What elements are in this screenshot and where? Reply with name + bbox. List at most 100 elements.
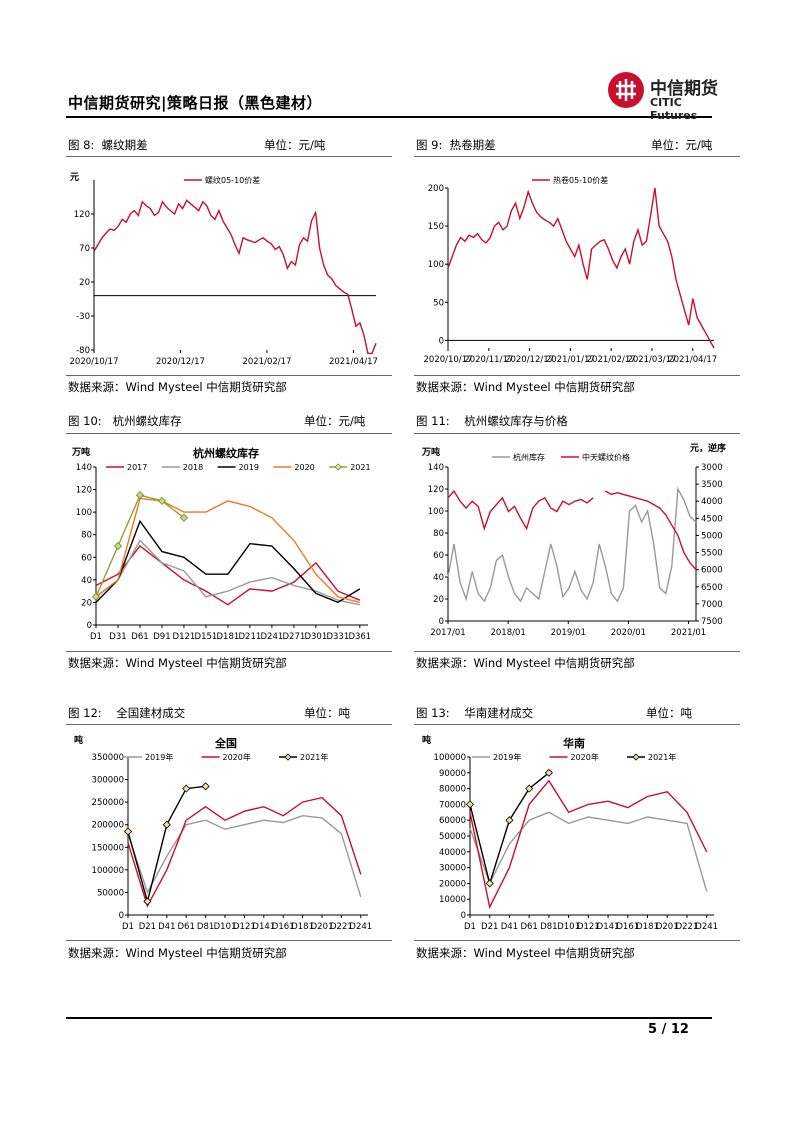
fig11-bottom-separator [414, 651, 740, 652]
fig12-label: 图 12: [68, 706, 102, 720]
series-marker-2021年 [182, 784, 191, 793]
fig11-title: 图 11: 杭州螺纹库存与价格 [416, 413, 568, 429]
x-tick-label: D221 [330, 922, 353, 932]
x-tick-label: 2019/01 [551, 628, 586, 638]
legend-label-2021年: 2021年 [648, 752, 676, 762]
fig9-unit: 单位：元/吨 [651, 138, 713, 152]
chart-south-china-transactions: 0 10000 20000 30000 40000 50000 60000 70000 8000… [422, 734, 718, 932]
y-tick-label: 250000 [92, 798, 124, 808]
fig10-unit: 单位：元/吨 [304, 414, 366, 428]
y-tick-label: 60 [81, 553, 92, 563]
y-tick-label: 50000 [97, 888, 124, 898]
y2-tick-label: 3500 [701, 480, 723, 490]
x-tick-label: D61 [178, 922, 195, 932]
legend-label-2019: 2019 [239, 463, 259, 472]
fig13-label: 图 13: [416, 706, 450, 720]
legend-label-2019年: 2019年 [493, 752, 521, 762]
series-line-螺纹05-10价差 [93, 199, 377, 355]
fig10-separator [66, 433, 392, 434]
fig9-bottom-separator [414, 375, 740, 376]
chart-hangzhou-rebar-inventory: 0 20 40 60 80 100 120 140 万吨 杭州螺纹库存 D1 D31 D61 D91 D12… [71, 446, 371, 642]
y-tick-label: 40 [433, 573, 444, 583]
fig9-separator [414, 156, 740, 157]
y-tick-label: 50000 [439, 832, 466, 842]
x-tick-label: D181 [636, 922, 659, 932]
x-tick-label: D81 [540, 922, 557, 932]
y2-tick-label: 4000 [701, 497, 723, 507]
x-tick-label: D331 [326, 632, 349, 642]
legend-label-2020: 2020 [294, 463, 314, 472]
x-tick-label: D181 [291, 922, 314, 932]
fig12-bottom-separator [66, 940, 392, 941]
chart-national-transactions: 0 50000 100000 150000 200000 250000 300000 3500… [74, 734, 372, 932]
x-tick-label: D301 [304, 632, 327, 642]
legend-label-中天螺纹价格: 中天螺纹价格 [582, 452, 630, 462]
x-tick-label: D31 [109, 632, 126, 642]
y-tick-label: 50 [433, 298, 444, 308]
legend-label-2021: 2021 [350, 463, 370, 472]
y-tick-label: 200000 [92, 821, 124, 831]
legend-label-2020年: 2020年 [223, 752, 251, 762]
x-tick-label: D211 [239, 632, 262, 642]
chart-title: 全国 [214, 736, 237, 750]
y2-tick-label: 6000 [701, 566, 723, 576]
x-tick-label: D141 [252, 922, 275, 932]
fig13-unit: 单位：吨 [646, 706, 692, 720]
y2-tick-label: 5500 [701, 549, 723, 559]
x-tick-label: D151 [195, 632, 218, 642]
fig13-separator [414, 724, 740, 725]
x-tick-label: D221 [676, 922, 699, 932]
fig10-source: 数据来源：Wind Mysteel 中信期货研究部 [68, 656, 287, 670]
y-tick-label: 40 [81, 576, 92, 586]
y-tick-label: 40000 [439, 848, 466, 858]
y-tick-label: 300000 [92, 776, 124, 786]
series-marker-2021年 [525, 784, 534, 793]
fig12-separator [66, 724, 392, 725]
x-tick-label: D61 [131, 632, 148, 642]
x-tick-label: D1 [122, 922, 134, 932]
series-line-2019年 [127, 814, 362, 898]
fig8-name: 螺纹期差 [101, 138, 148, 152]
logo-en-text: CITIC Futures [650, 96, 698, 122]
fig8-title: 图 8: 螺纹期差 [68, 137, 148, 153]
logo-cn-text: 中信期货 [650, 79, 718, 99]
x-tick-label: 2021/04/17 [668, 355, 717, 365]
fig8-bottom-separator [66, 375, 392, 376]
chart-title: 华南 [563, 736, 585, 750]
x-tick-label: 2021/01/17 [546, 355, 595, 365]
y-tick-label: 20 [79, 278, 90, 288]
page-number: 5 / 12 [648, 1022, 689, 1037]
y-tick-label: 60000 [439, 816, 466, 826]
fig13-bottom-separator [414, 940, 740, 941]
y-tick-label: 150 [428, 222, 444, 232]
x-tick-label: D121 [577, 922, 600, 932]
x-tick-label: 2021/01 [671, 628, 706, 638]
y-tick-label: 80 [433, 529, 444, 539]
fig11-separator [414, 433, 740, 434]
fig11-name: 杭州螺纹库存与价格 [464, 414, 568, 428]
y2-tick-label: 4500 [701, 514, 723, 524]
series-marker-2021 [179, 513, 189, 522]
y-tick-label: 0 [439, 336, 444, 346]
y-tick-label: 120 [74, 210, 90, 220]
series-line-2017 [95, 545, 361, 606]
fig10-bottom-separator [66, 651, 392, 652]
y-tick-label: 10000 [439, 895, 466, 905]
y2-tick-label: 7500 [701, 617, 723, 627]
series-line-杭州库存 [447, 486, 697, 603]
y-tick-label: 30000 [439, 864, 466, 874]
x-tick-label: D201 [656, 922, 679, 932]
series-marker-2021年 [505, 816, 514, 825]
x-tick-label: D161 [272, 922, 295, 932]
fig12-title: 图 12: 全国建材成交 [68, 705, 185, 721]
fig12-name: 全国建材成交 [116, 706, 186, 720]
series-marker-2021年 [544, 768, 553, 777]
x-tick-label: 2021/02/17 [242, 357, 291, 367]
legend-label-2020年: 2020年 [571, 752, 599, 762]
x-tick-label: 2020/12/17 [505, 355, 554, 365]
series-line-中天螺纹价格 [447, 489, 697, 571]
y-tick-label: 200 [428, 184, 444, 194]
x-tick-label: D1 [90, 632, 102, 642]
x-tick-label: D41 [158, 922, 175, 932]
y2-tick-label: 5000 [701, 531, 723, 541]
